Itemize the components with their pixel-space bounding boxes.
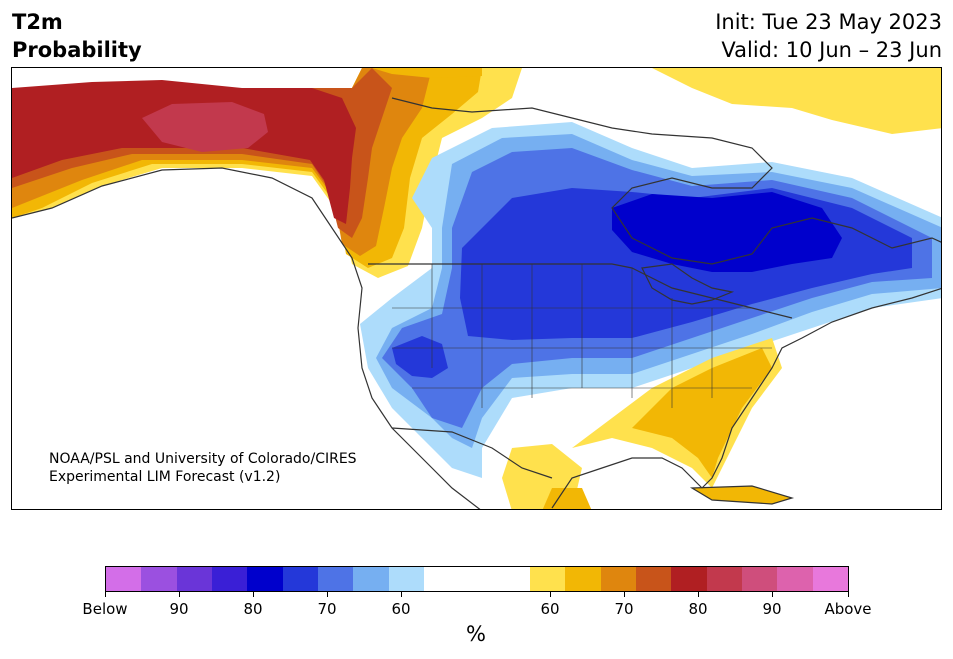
probability-shading — [12, 68, 941, 509]
colorbar-segment-above-7 — [777, 567, 813, 591]
region-arctic-above70 — [372, 68, 482, 78]
colorbar-units: % — [466, 622, 486, 646]
colorbar-segment-below-1 — [141, 567, 177, 591]
state-borders — [392, 264, 772, 408]
probability-map — [11, 67, 942, 510]
tick-mark — [401, 592, 402, 597]
title-product: Probability — [12, 38, 142, 62]
tick-label-above: Above — [824, 600, 872, 618]
cuba-coast — [689, 485, 795, 505]
tick-mark — [848, 592, 849, 597]
colorbar-segment-below-2 — [176, 567, 212, 591]
colorbar-segment-above-8 — [812, 567, 848, 591]
colorbar-segment-below-6 — [317, 567, 354, 591]
tick-label-above-70: 70 — [614, 600, 634, 618]
us-mexico-border — [391, 427, 553, 479]
tick-label-below-60: 60 — [391, 600, 411, 618]
tick-mark — [550, 592, 551, 597]
colorbar-segment-above-3 — [635, 567, 672, 591]
region-above-90 — [142, 102, 268, 152]
coastline-alaska — [12, 167, 481, 509]
colorbar-segment-above-4 — [671, 567, 707, 591]
region-arctic-above — [652, 68, 941, 134]
colorbar-segment-below-0 — [106, 567, 142, 591]
region-below-80-sw — [392, 336, 448, 378]
tick-mark — [179, 592, 180, 597]
colorbar-segment-below-5 — [282, 567, 318, 591]
colorbar-segment-above-1 — [565, 567, 601, 591]
tick-mark — [105, 592, 106, 597]
tick-mark — [772, 592, 773, 597]
colorbar-segment-neutral — [423, 567, 530, 591]
tick-label-above-90: 90 — [762, 600, 782, 618]
colorbar-segment-above-0 — [529, 567, 566, 591]
credit-text: NOAA/PSL and University of Colorado/CIRE… — [49, 450, 357, 486]
tick-label-above-80: 80 — [688, 600, 708, 618]
colorbar-segment-above-2 — [600, 567, 636, 591]
init-date: Init: Tue 23 May 2023 — [715, 10, 942, 34]
region-cuba-above — [692, 486, 792, 504]
tick-mark — [253, 592, 254, 597]
tick-label-above-60: 60 — [540, 600, 560, 618]
tick-label-below-90: 90 — [169, 600, 189, 618]
great-lakes — [641, 263, 735, 305]
tick-mark — [698, 592, 699, 597]
forecast-dates: Init: Tue 23 May 2023 Valid: 10 Jun – 23… — [715, 8, 942, 64]
region-se-above70 — [632, 348, 772, 478]
title-variable: T2m — [12, 10, 63, 34]
coastlines-and-borders — [12, 97, 941, 509]
credit-line-1: NOAA/PSL and University of Colorado/CIRE… — [49, 451, 357, 467]
coastline-gulf — [551, 457, 703, 509]
tick-mark — [327, 592, 328, 597]
tick-mark — [624, 592, 625, 597]
probability-colorbar — [105, 566, 849, 592]
credit-line-2: Experimental LIM Forecast (v1.2) — [49, 469, 281, 485]
region-below-90 — [612, 192, 842, 272]
map-title: T2m Probability — [12, 8, 142, 64]
colorbar-segment-below-8 — [388, 567, 424, 591]
tick-label-below: Below — [82, 600, 128, 618]
colorbar-segment-below-3 — [211, 567, 248, 591]
colorbar-segment-above-6 — [741, 567, 778, 591]
valid-period: Valid: 10 Jun – 23 Jun — [721, 38, 942, 62]
colorbar-segment-below-4 — [247, 567, 283, 591]
coastline-arctic — [391, 97, 941, 265]
tick-label-below-70: 70 — [317, 600, 337, 618]
region-above-80b — [12, 80, 356, 224]
colorbar-segment-above-5 — [706, 567, 742, 591]
colorbar-segment-below-7 — [353, 567, 389, 591]
coastline-east — [701, 288, 941, 489]
tick-label-below-80: 80 — [243, 600, 263, 618]
map-canvas — [12, 68, 941, 509]
